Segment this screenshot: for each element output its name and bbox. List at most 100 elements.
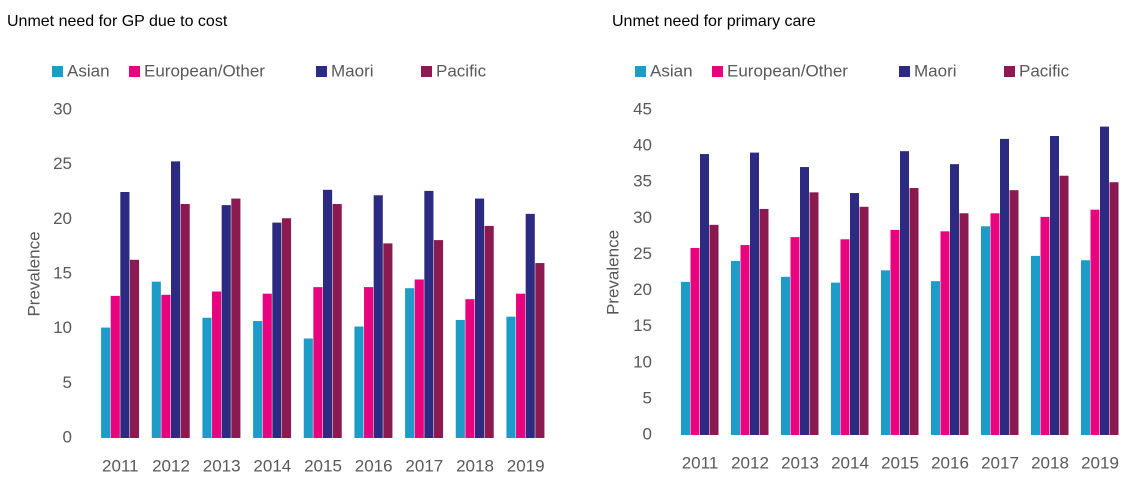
y-tick-label: 10 xyxy=(633,352,652,371)
bar xyxy=(700,154,709,436)
x-tick-label: 2014 xyxy=(253,456,291,475)
bar xyxy=(981,226,990,435)
bar xyxy=(750,152,759,435)
bar xyxy=(990,213,1000,435)
bar xyxy=(506,316,516,438)
legend-label: European/Other xyxy=(727,61,848,80)
legend-swatch xyxy=(52,66,63,77)
legend-swatch xyxy=(421,66,432,77)
bar xyxy=(1081,260,1090,435)
x-tick-label: 2014 xyxy=(831,453,869,472)
bar xyxy=(262,293,272,438)
legend-swatch xyxy=(712,66,723,77)
legend-label: Maori xyxy=(914,61,957,80)
bar xyxy=(202,317,212,438)
bar xyxy=(484,225,494,438)
bar xyxy=(525,213,535,438)
bar xyxy=(303,338,313,438)
bar xyxy=(931,281,940,435)
bar xyxy=(840,239,850,435)
bar xyxy=(909,188,919,435)
x-tick-label: 2017 xyxy=(405,456,443,475)
bar xyxy=(740,245,750,435)
bar xyxy=(831,282,840,435)
bar xyxy=(859,206,869,435)
bar xyxy=(354,326,364,438)
bar xyxy=(1040,216,1050,435)
bar xyxy=(424,190,434,438)
bar xyxy=(1100,126,1109,435)
bar xyxy=(690,247,700,435)
y-tick-label: 0 xyxy=(63,427,72,446)
chart-title: Unmet need for GP due to cost xyxy=(7,13,228,30)
bar xyxy=(129,259,140,438)
legend-label: Maori xyxy=(331,61,374,80)
bar xyxy=(759,208,769,435)
y-axis-label: Prevalence xyxy=(603,230,622,315)
y-tick-label: 15 xyxy=(53,263,72,282)
legend-label: Asian xyxy=(67,61,110,80)
bar xyxy=(1050,136,1059,435)
legend-swatch xyxy=(1004,66,1015,77)
x-tick-label: 2012 xyxy=(731,453,769,472)
x-tick-label: 2019 xyxy=(507,456,545,475)
y-tick-label: 25 xyxy=(53,154,72,173)
bar xyxy=(465,299,475,438)
y-tick-label: 10 xyxy=(53,318,72,337)
bar xyxy=(881,270,890,435)
bar xyxy=(281,218,292,438)
y-tick-label: 5 xyxy=(643,388,652,407)
bar xyxy=(110,295,120,438)
bar xyxy=(272,222,282,438)
legend-label: Pacific xyxy=(436,61,487,80)
bar xyxy=(221,205,231,438)
y-tick-label: 40 xyxy=(633,136,652,155)
bar xyxy=(535,263,545,438)
bar xyxy=(900,151,909,435)
bar xyxy=(1109,182,1119,435)
x-tick-label: 2017 xyxy=(981,453,1019,472)
bar xyxy=(171,161,181,439)
bar xyxy=(151,281,161,438)
y-tick-label: 25 xyxy=(633,244,652,263)
legend-label: European/Other xyxy=(144,61,265,80)
bar xyxy=(313,287,323,438)
bar xyxy=(1059,175,1069,435)
x-tick-label: 2015 xyxy=(304,456,342,475)
y-tick-label: 5 xyxy=(63,373,72,392)
bar xyxy=(180,204,190,438)
bar xyxy=(101,327,111,438)
bar xyxy=(414,279,424,438)
bar xyxy=(809,192,819,435)
bar xyxy=(940,231,950,435)
x-tick-label: 2011 xyxy=(682,453,719,472)
x-tick-label: 2019 xyxy=(1081,453,1119,472)
bar xyxy=(1090,209,1100,435)
y-tick-label: 0 xyxy=(643,424,652,443)
bar xyxy=(373,195,383,438)
bar xyxy=(455,319,465,438)
x-tick-label: 2012 xyxy=(152,456,190,475)
y-tick-label: 35 xyxy=(633,172,652,191)
legend-swatch xyxy=(899,66,910,77)
y-tick-label: 20 xyxy=(633,280,652,299)
bar xyxy=(1009,190,1019,435)
bar xyxy=(1000,138,1009,435)
x-tick-label: 2018 xyxy=(456,456,494,475)
legend-swatch xyxy=(316,66,327,77)
bar xyxy=(800,167,809,436)
bar xyxy=(364,287,374,438)
bar xyxy=(1031,255,1040,435)
bar xyxy=(120,192,130,438)
bar xyxy=(850,193,859,435)
x-tick-label: 2015 xyxy=(881,453,919,472)
bar xyxy=(890,229,900,435)
y-tick-label: 20 xyxy=(53,209,72,228)
chart-title: Unmet need for primary care xyxy=(612,13,816,30)
x-tick-label: 2013 xyxy=(203,456,241,475)
bar xyxy=(516,293,526,438)
bar xyxy=(681,281,690,435)
y-tick-label: 15 xyxy=(633,316,652,335)
legend-label: Pacific xyxy=(1019,61,1070,80)
